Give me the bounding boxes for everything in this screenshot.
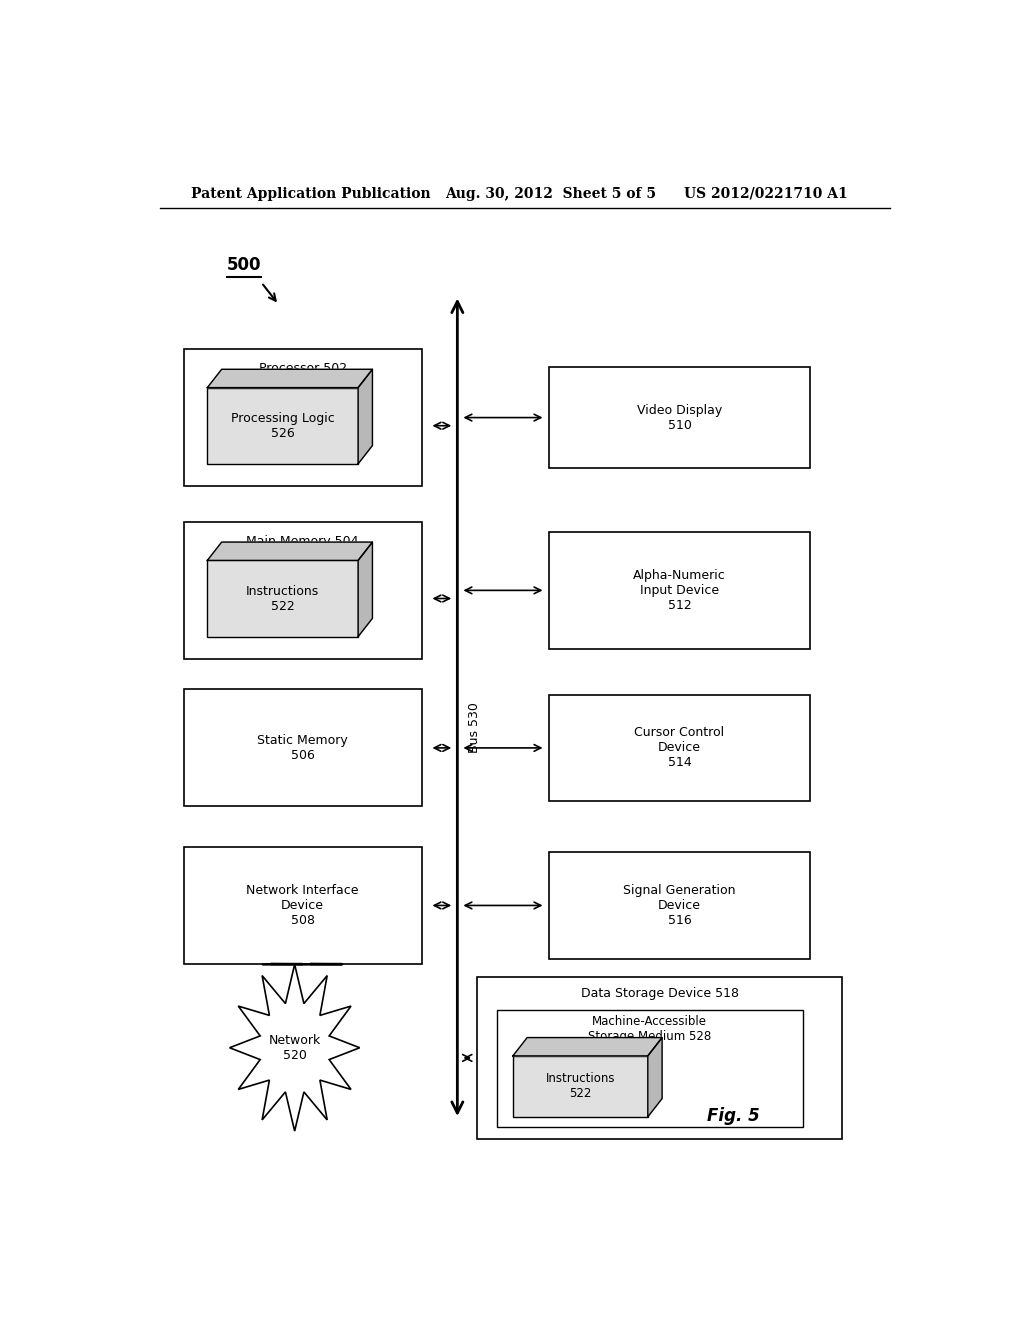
Text: Aug. 30, 2012  Sheet 5 of 5: Aug. 30, 2012 Sheet 5 of 5	[445, 187, 656, 201]
Bar	[549, 853, 811, 958]
Text: Static Memory
506: Static Memory 506	[257, 734, 348, 762]
Text: Data Storage Device 518: Data Storage Device 518	[581, 987, 738, 999]
Bar	[477, 977, 842, 1139]
Bar	[549, 532, 811, 649]
Text: Instructions
522: Instructions 522	[546, 1072, 615, 1101]
Text: US 2012/0221710 A1: US 2012/0221710 A1	[684, 187, 847, 201]
Text: 500: 500	[227, 256, 262, 275]
Text: Network
520: Network 520	[268, 1034, 321, 1061]
Bar	[183, 348, 422, 486]
Bar	[207, 388, 358, 463]
Text: Network Interface
Device
508: Network Interface Device 508	[247, 884, 358, 927]
Bar	[549, 694, 811, 801]
Text: Instructions
522: Instructions 522	[246, 585, 319, 612]
Text: Processing Logic
526: Processing Logic 526	[230, 412, 335, 440]
Text: Fig. 5: Fig. 5	[708, 1107, 760, 1125]
Bar	[183, 689, 422, 807]
Text: Alpha-Numeric
Input Device
512: Alpha-Numeric Input Device 512	[633, 569, 726, 612]
Polygon shape	[513, 1038, 663, 1056]
Bar	[497, 1010, 803, 1126]
Text: Video Display
510: Video Display 510	[637, 404, 722, 432]
Polygon shape	[358, 370, 373, 463]
Bar	[207, 561, 358, 636]
Bar	[183, 847, 422, 964]
Polygon shape	[358, 543, 373, 636]
Polygon shape	[207, 370, 373, 388]
Text: Processor 502: Processor 502	[258, 362, 347, 375]
Polygon shape	[207, 543, 373, 561]
Bar	[513, 1056, 648, 1117]
Text: Bus 530: Bus 530	[468, 702, 480, 752]
Text: Signal Generation
Device
516: Signal Generation Device 516	[624, 884, 736, 927]
Polygon shape	[229, 965, 359, 1131]
Bar	[183, 521, 422, 659]
Bar	[549, 367, 811, 469]
Text: Machine-Accessible
Storage Medium 528: Machine-Accessible Storage Medium 528	[588, 1015, 712, 1043]
Polygon shape	[648, 1038, 663, 1117]
Text: Main Memory 504: Main Memory 504	[247, 535, 358, 548]
Text: Cursor Control
Device
514: Cursor Control Device 514	[635, 726, 725, 770]
Text: Patent Application Publication: Patent Application Publication	[191, 187, 431, 201]
